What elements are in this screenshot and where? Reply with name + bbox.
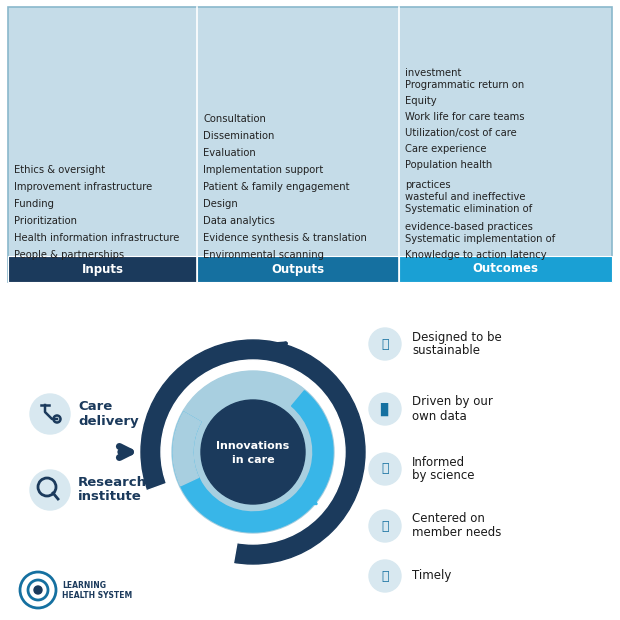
Text: Outcomes: Outcomes <box>472 262 539 275</box>
Bar <box>197 256 399 282</box>
Text: People & partnerships: People & partnerships <box>14 250 124 260</box>
Text: Timely: Timely <box>412 570 451 583</box>
Text: member needs: member needs <box>412 526 502 539</box>
Circle shape <box>28 580 48 600</box>
Text: ⏱: ⏱ <box>381 570 389 583</box>
Text: investment: investment <box>405 68 462 78</box>
Text: Outputs: Outputs <box>272 262 325 275</box>
Text: Population health: Population health <box>405 160 493 170</box>
Circle shape <box>141 340 365 564</box>
Text: Research: Research <box>78 477 147 490</box>
Text: Care: Care <box>78 401 112 414</box>
Wedge shape <box>173 391 333 532</box>
Text: Designed to be: Designed to be <box>412 330 502 343</box>
Text: Dissemination: Dissemination <box>203 131 275 141</box>
Text: Patient & family engagement: Patient & family engagement <box>203 182 350 192</box>
Text: LEARNING: LEARNING <box>62 582 106 590</box>
Text: Care experience: Care experience <box>405 144 487 154</box>
Text: Equity: Equity <box>405 96 437 106</box>
Text: Utilization/cost of care: Utilization/cost of care <box>405 128 517 138</box>
Text: Systematic implementation of: Systematic implementation of <box>405 234 556 244</box>
Circle shape <box>201 400 305 504</box>
Text: Improvement infrastructure: Improvement infrastructure <box>14 182 153 192</box>
Wedge shape <box>173 412 201 486</box>
Text: HEALTH SYSTEM: HEALTH SYSTEM <box>62 590 132 600</box>
Text: Funding: Funding <box>14 199 54 209</box>
Circle shape <box>172 371 334 533</box>
Bar <box>8 256 197 282</box>
Text: Work life for care teams: Work life for care teams <box>405 112 525 122</box>
Circle shape <box>30 394 70 434</box>
Circle shape <box>369 560 401 592</box>
Text: Data analytics: Data analytics <box>203 216 275 226</box>
Text: institute: institute <box>78 490 142 503</box>
Circle shape <box>369 510 401 542</box>
Text: Ethics & oversight: Ethics & oversight <box>14 165 105 175</box>
Bar <box>8 7 612 282</box>
Text: Environmental scanning: Environmental scanning <box>203 250 324 260</box>
Circle shape <box>20 572 56 608</box>
Text: ▊: ▊ <box>380 402 390 415</box>
Text: Evaluation: Evaluation <box>203 148 256 158</box>
Text: 👤: 👤 <box>381 520 389 533</box>
Text: Centered on: Centered on <box>412 513 485 526</box>
Text: Knowledge to action latency: Knowledge to action latency <box>405 250 547 260</box>
Text: in care: in care <box>232 455 274 465</box>
Wedge shape <box>145 481 238 565</box>
Text: evidence-based practices: evidence-based practices <box>405 222 533 232</box>
Text: ⓘ: ⓘ <box>381 463 389 476</box>
Text: Systematic elimination of: Systematic elimination of <box>405 204 533 214</box>
Text: Informed: Informed <box>412 456 465 469</box>
Text: sustainable: sustainable <box>412 345 480 358</box>
Text: Innovations: Innovations <box>216 441 290 451</box>
Text: Implementation support: Implementation support <box>203 165 323 175</box>
Text: Design: Design <box>203 199 238 209</box>
Text: delivery: delivery <box>78 415 139 428</box>
Circle shape <box>369 393 401 425</box>
Text: Prioritization: Prioritization <box>14 216 77 226</box>
Circle shape <box>34 586 42 594</box>
Circle shape <box>369 328 401 360</box>
Circle shape <box>369 453 401 485</box>
Text: Driven by our: Driven by our <box>412 396 493 409</box>
Text: own data: own data <box>412 409 467 422</box>
Text: Health information infrastructure: Health information infrastructure <box>14 233 179 243</box>
Text: Programmatic return on: Programmatic return on <box>405 80 525 90</box>
Text: Inputs: Inputs <box>81 262 123 275</box>
Text: by science: by science <box>412 469 474 482</box>
Text: ⬛: ⬛ <box>381 337 389 350</box>
Bar <box>399 256 612 282</box>
Text: Consultation: Consultation <box>203 114 266 124</box>
Text: practices: practices <box>405 180 451 190</box>
Circle shape <box>30 470 70 510</box>
Text: Evidence synthesis & translation: Evidence synthesis & translation <box>203 233 367 243</box>
Circle shape <box>161 360 345 544</box>
Text: wasteful and ineffective: wasteful and ineffective <box>405 192 526 202</box>
